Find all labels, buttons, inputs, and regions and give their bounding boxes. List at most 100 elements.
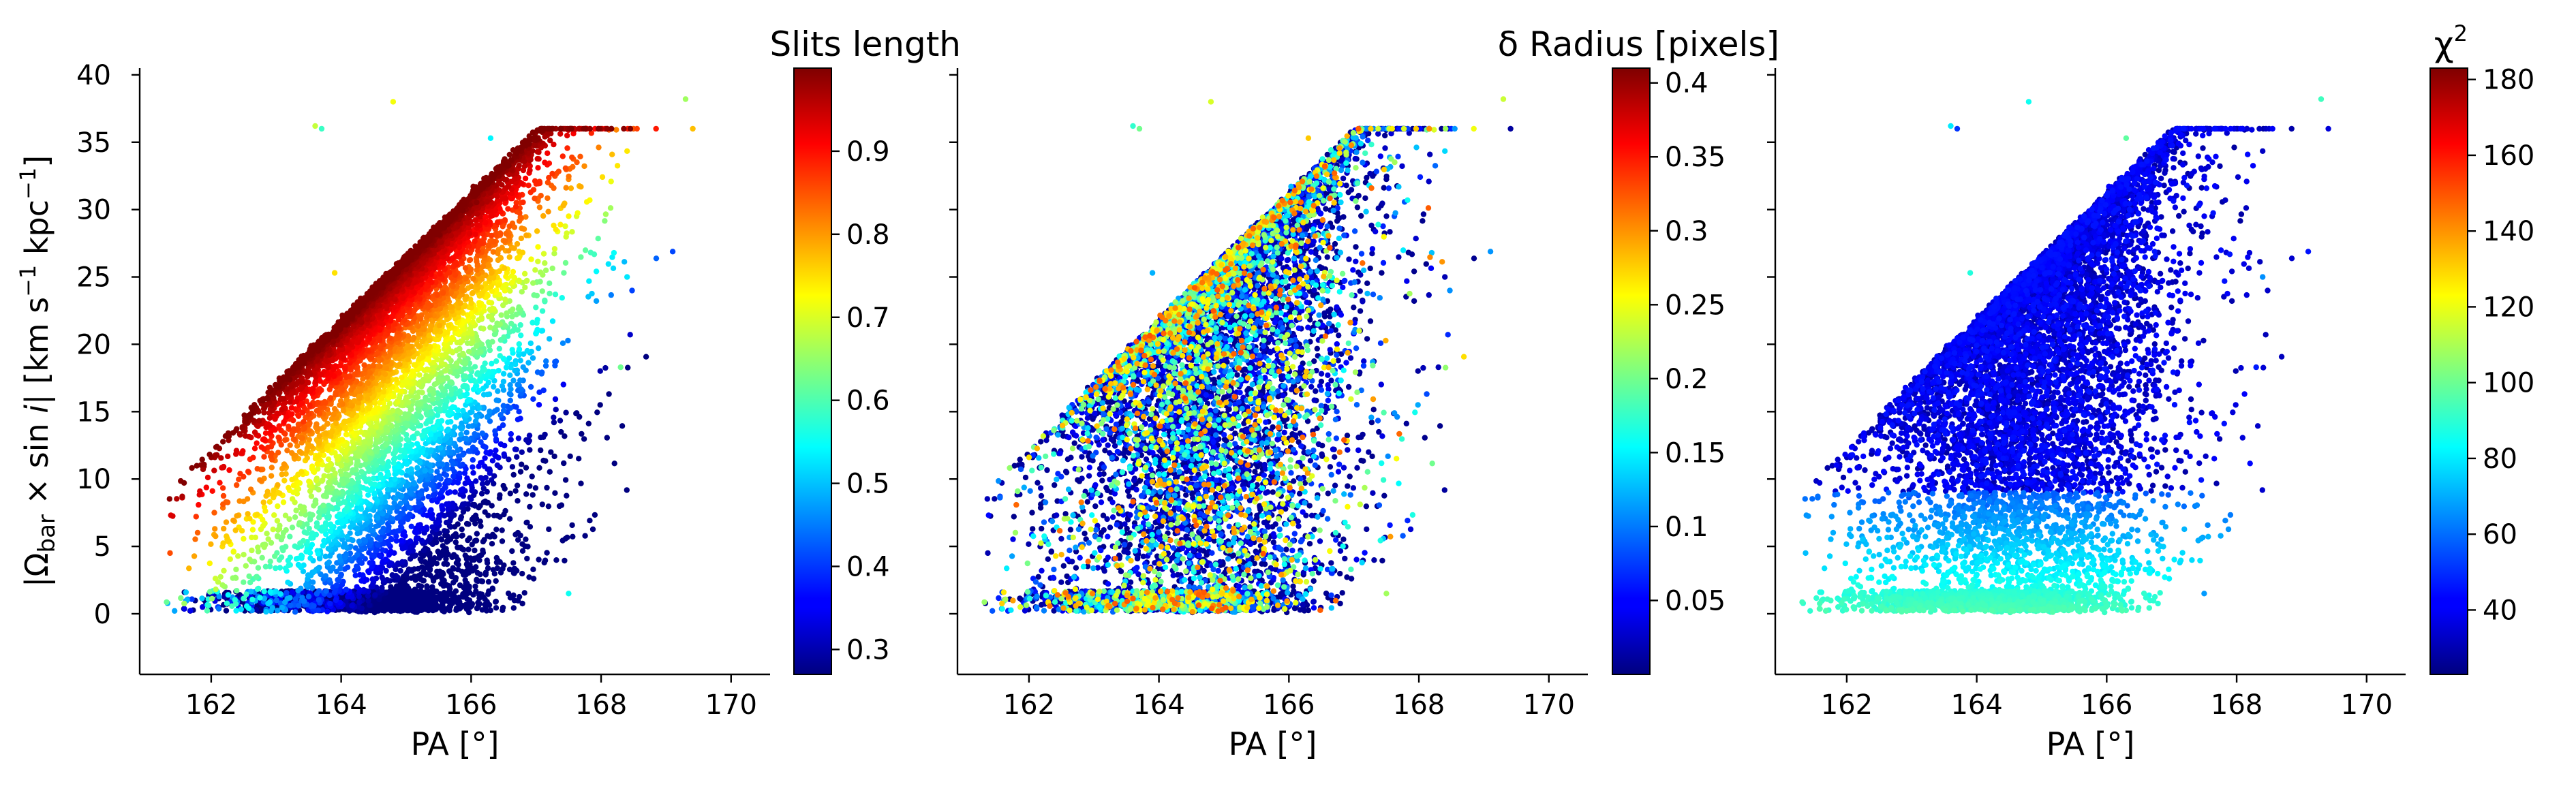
data-point xyxy=(500,245,505,250)
data-point xyxy=(265,489,271,495)
data-point xyxy=(271,488,276,493)
data-point xyxy=(550,266,555,271)
data-point xyxy=(495,463,500,468)
data-point xyxy=(353,545,358,550)
data-point xyxy=(495,257,501,263)
data-point xyxy=(453,540,459,545)
data-point xyxy=(492,408,497,413)
data-point xyxy=(244,604,249,609)
data-point xyxy=(428,386,433,392)
data-point xyxy=(316,597,322,602)
data-point xyxy=(561,460,566,466)
data-point xyxy=(236,498,242,503)
data-point xyxy=(477,601,482,606)
data-point xyxy=(392,476,397,482)
data-point xyxy=(297,540,303,546)
data-point xyxy=(474,577,479,582)
data-point xyxy=(209,596,215,601)
data-point xyxy=(530,567,536,572)
data-point xyxy=(538,448,543,453)
data-point xyxy=(566,213,571,219)
data-point xyxy=(384,599,389,605)
data-point xyxy=(255,587,260,592)
data-point xyxy=(370,577,375,582)
data-point xyxy=(446,478,452,484)
data-point xyxy=(487,534,493,540)
data-point xyxy=(438,445,444,450)
data-point xyxy=(292,609,298,614)
data-point xyxy=(576,456,581,461)
data-point xyxy=(509,548,515,554)
data-point xyxy=(428,469,433,474)
data-point xyxy=(306,594,311,599)
data-point xyxy=(316,588,322,593)
data-point xyxy=(515,498,520,503)
data-point xyxy=(218,574,224,580)
data-point xyxy=(500,538,505,544)
data-point xyxy=(332,270,337,275)
data-point xyxy=(624,487,630,493)
data-point xyxy=(207,589,213,595)
data-point xyxy=(482,444,488,450)
data-point xyxy=(342,554,348,560)
data-point xyxy=(395,528,401,533)
data-point xyxy=(343,471,349,477)
data-point xyxy=(553,396,558,402)
data-point xyxy=(389,416,395,422)
data-point xyxy=(275,533,280,538)
data-point xyxy=(683,96,688,101)
data-point xyxy=(582,533,587,538)
data-point xyxy=(479,291,485,296)
data-point xyxy=(497,353,503,358)
data-point xyxy=(603,211,609,217)
data-point xyxy=(472,503,478,508)
data-point xyxy=(508,398,513,403)
data-point xyxy=(356,599,362,605)
data-point xyxy=(353,573,358,578)
data-point xyxy=(292,544,298,549)
data-point xyxy=(588,250,594,255)
data-point xyxy=(474,537,479,543)
data-point xyxy=(530,473,535,479)
data-point xyxy=(598,369,603,374)
data-point xyxy=(528,341,534,346)
data-point xyxy=(602,365,608,371)
data-point xyxy=(367,560,373,565)
data-point xyxy=(516,435,521,441)
data-point xyxy=(467,555,473,561)
data-point xyxy=(398,568,403,574)
data-point xyxy=(542,458,548,464)
data-point xyxy=(298,505,303,511)
data-point xyxy=(543,358,549,364)
data-point xyxy=(448,537,453,542)
data-point xyxy=(482,499,488,504)
data-point xyxy=(584,199,589,204)
data-point xyxy=(560,341,566,346)
data-point xyxy=(254,512,260,517)
data-point xyxy=(433,604,439,609)
data-point xyxy=(486,313,491,319)
data-point xyxy=(488,608,493,613)
data-point xyxy=(562,558,567,563)
data-point xyxy=(533,485,538,490)
data-point xyxy=(472,548,477,553)
data-point xyxy=(459,426,464,432)
data-point xyxy=(434,569,440,574)
data-point xyxy=(474,414,480,420)
data-point xyxy=(349,603,354,608)
data-point xyxy=(343,587,349,592)
data-point xyxy=(405,468,410,473)
data-point xyxy=(358,469,364,474)
data-point xyxy=(289,477,294,482)
data-point xyxy=(465,546,471,552)
data-point xyxy=(287,534,292,540)
data-point xyxy=(497,346,502,351)
data-point xyxy=(536,465,542,471)
data-point xyxy=(213,533,218,539)
data-point xyxy=(521,364,526,370)
data-point xyxy=(378,529,384,535)
data-point xyxy=(431,426,437,431)
data-point xyxy=(399,375,404,380)
data-point xyxy=(271,527,276,532)
